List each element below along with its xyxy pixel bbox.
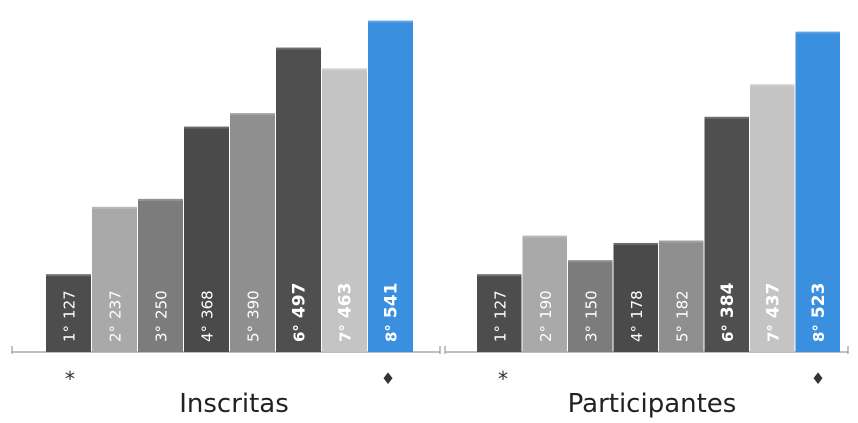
value-label: 182 [673,290,691,319]
data-label: 3°150 [582,290,600,342]
bar [46,274,91,352]
value-label: 523 [809,283,829,319]
chart-title: Participantes [568,389,737,419]
data-label: 3°250 [153,290,171,342]
category-label: 2° [537,325,555,342]
bar [368,20,413,352]
chart-title: Inscritas [179,389,289,419]
value-label: 178 [628,290,646,319]
data-label: 2°190 [537,290,555,342]
value-label: 463 [336,283,356,319]
value-label: 437 [763,283,783,319]
bar-highlight [138,198,183,201]
category-label: 4° [199,325,217,342]
category-label: 6° [291,324,309,342]
value-label: 150 [582,290,600,319]
value-label: 497 [290,283,310,319]
data-label: 5°390 [245,290,263,342]
bar-highlight [46,274,91,277]
bar [230,113,275,352]
value-label: 368 [199,290,217,319]
data-label: 2°237 [107,290,125,342]
value-label: 541 [382,283,402,319]
chart-panel-1: 1°1272°2373°2504°3685°3906°4977°4638°541… [11,20,441,419]
bar-highlight [368,20,413,23]
data-label: 1°127 [491,290,509,342]
category-label: 3° [582,325,600,342]
category-label: 1° [491,325,509,342]
category-label: 4° [628,325,646,342]
diamond-marker: ♦ [381,369,395,388]
data-label: 6°497 [290,283,310,342]
bar-highlight [568,260,613,263]
bar [477,274,522,352]
value-label: 127 [491,290,509,319]
category-label: 8° [383,324,401,342]
chart-panel-2: 1°1272°1903°1504°1785°1826°3847°4378°523… [444,31,849,419]
data-label: 5°182 [673,290,691,342]
bar [613,242,658,352]
data-label: 1°127 [61,290,79,342]
category-label: 1° [61,325,79,342]
category-label: 2° [107,325,125,342]
bar-highlight [659,240,704,243]
bar-highlight [613,242,658,245]
value-label: 390 [245,290,263,319]
bar-highlight [704,116,749,119]
category-label: 6° [719,324,737,342]
bar-highlight [522,235,567,238]
bar [276,47,321,353]
bar [750,84,795,353]
bar [795,31,840,352]
asterisk-marker: * [498,367,508,391]
category-label: 7° [337,324,355,342]
bar [322,68,367,352]
asterisk-marker: * [65,367,75,391]
data-label: 8°541 [382,283,402,342]
bar-highlight [322,68,367,71]
category-label: 7° [764,324,782,342]
category-label: 8° [810,324,828,342]
data-label: 6°384 [718,282,738,342]
diamond-marker: ♦ [811,369,825,388]
bar [92,206,137,352]
value-label: 384 [718,282,738,318]
bar-highlight [184,126,229,129]
data-label: 4°178 [628,290,646,342]
value-label: 190 [537,290,555,319]
bar [568,260,613,352]
category-label: 3° [153,325,171,342]
bar-highlight [230,113,275,116]
bar [704,116,749,352]
bar [659,240,704,352]
value-label: 237 [107,290,125,319]
value-label: 127 [61,290,79,319]
bar [138,198,183,352]
category-label: 5° [245,325,263,342]
value-label: 250 [153,290,171,319]
bar-highlight [92,206,137,209]
bar-highlight [795,31,840,34]
bar-highlight [477,274,522,277]
category-label: 5° [673,325,691,342]
bar-highlight [276,47,321,50]
bar [522,235,567,352]
bar-highlight [750,84,795,87]
data-label: 7°463 [336,283,356,342]
bar [184,126,229,352]
data-label: 8°523 [809,283,829,342]
data-label: 7°437 [763,283,783,342]
data-label: 4°368 [199,290,217,342]
